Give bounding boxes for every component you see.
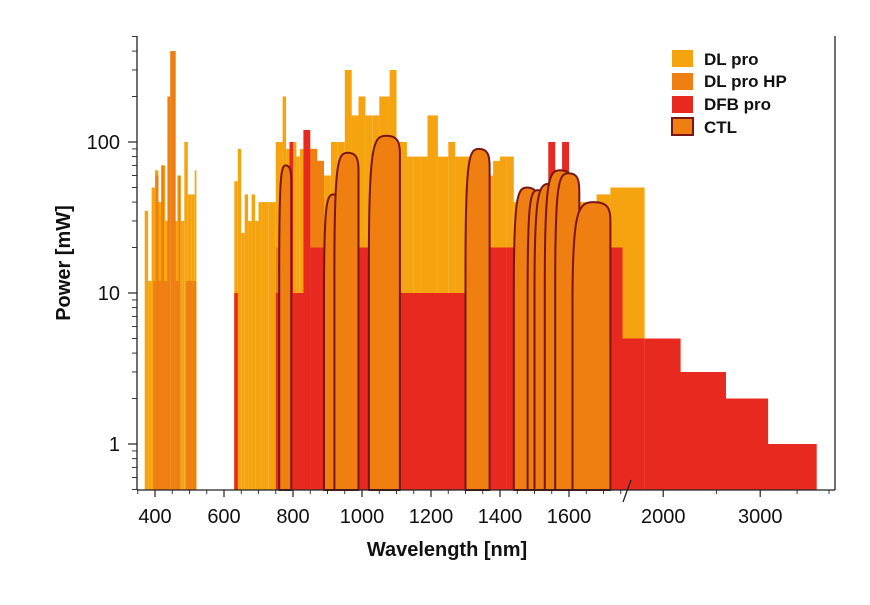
legend-label-dl-pro-hp: DL pro HP <box>704 72 787 91</box>
plot-area <box>144 51 817 491</box>
dl-pro-bar-23 <box>261 202 269 490</box>
legend-swatch-dl-pro <box>672 50 693 67</box>
dl-pro-hp-bar-2 <box>158 281 162 490</box>
dfb-pro-bar-24 <box>644 338 681 490</box>
x-tick-label-1600: 1600 <box>547 506 592 528</box>
dfb-pro-bar-26 <box>726 398 769 490</box>
dl-pro-bar-1 <box>148 281 152 490</box>
x-tick-label-1200: 1200 <box>409 506 454 528</box>
axis-break-mark <box>622 479 632 503</box>
dl-pro-bar-10 <box>180 221 185 490</box>
dfb-pro-bar-5 <box>310 247 321 490</box>
dl-pro-hp-bar-6 <box>170 51 173 490</box>
dl-pro-bar-22 <box>258 202 262 490</box>
x-tick-label-600: 600 <box>207 506 240 528</box>
x-tick-label-2000: 2000 <box>641 506 686 528</box>
dl-pro-bar-24 <box>268 202 276 490</box>
dfb-pro-bar-23 <box>622 338 645 490</box>
dl-pro-bar-21 <box>255 221 259 490</box>
x-tick-label-1400: 1400 <box>478 506 523 528</box>
y-tick-label-100: 100 <box>87 132 120 154</box>
x-tick-label-3000: 3000 <box>738 506 783 528</box>
dl-pro-bar-17 <box>241 232 245 490</box>
dl-pro-bar-20 <box>251 194 256 490</box>
dl-pro-bar-16 <box>237 148 242 490</box>
dfb-pro-bar-25 <box>680 372 726 490</box>
dl-pro-hp-bar-1 <box>155 175 159 490</box>
ticks: 400 600 800 1000 1200 1400 1600 2000 3000 1 10 100 <box>87 36 830 528</box>
legend-swatch-dfb-pro <box>672 96 693 113</box>
legend-label-ctl: CTL <box>704 118 737 137</box>
legend-swatch-dl-pro-hp <box>672 73 693 90</box>
ctl-curve-3 <box>367 134 401 491</box>
dl-pro-hp-bar-9 <box>178 175 181 490</box>
ctl-curve-2 <box>333 151 360 491</box>
x-tick-label-800: 800 <box>276 506 309 528</box>
legend: DL pro DL pro HP DFB pro CTL <box>671 50 787 137</box>
dl-pro-hp-bar-10 <box>186 281 189 490</box>
y-axis-title: Power [mW] <box>53 205 75 321</box>
ctl-curve-10 <box>571 201 612 491</box>
dl-pro-hp-bar-4 <box>164 281 168 490</box>
dl-pro-hp-bar-11 <box>188 281 193 490</box>
y-tick-label-10: 10 <box>98 283 120 305</box>
dfb-pro-bar-11 <box>396 293 431 490</box>
dl-pro-hp-bar-8 <box>175 281 179 490</box>
x-tick-label-400: 400 <box>138 506 171 528</box>
x-tick-label-1000: 1000 <box>340 506 385 528</box>
ctl-curve-4 <box>464 147 491 491</box>
dl-pro-hp-bar-7 <box>172 51 176 490</box>
dl-pro-hp-bar-12 <box>192 281 197 490</box>
ctl-curve-0 <box>278 164 293 491</box>
dfb-pro-bar-0 <box>234 293 238 490</box>
x-axis-title: Wavelength [nm] <box>367 539 527 561</box>
dfb-pro-bar-14 <box>489 247 507 490</box>
dl-pro-hp-bar-3 <box>161 165 164 490</box>
legend-swatch-ctl <box>671 117 694 136</box>
dl-pro-bar-0 <box>144 210 149 491</box>
dl-pro-bar-19 <box>248 221 252 490</box>
dfb-pro-bar-12 <box>431 293 466 490</box>
dl-pro-bar-11 <box>184 142 188 490</box>
legend-label-dl-pro: DL pro <box>704 50 758 69</box>
axes <box>136 36 836 503</box>
dfb-pro-bar-4 <box>303 130 311 490</box>
dl-pro-hp-bar-0 <box>153 281 156 490</box>
dfb-pro-bar-27 <box>768 444 817 490</box>
legend-label-dfb-pro: DFB pro <box>704 95 771 114</box>
dl-pro-bar-18 <box>244 194 249 490</box>
dl-pro-hp-bar-5 <box>167 96 171 490</box>
y-tick-label-1: 1 <box>109 434 120 456</box>
